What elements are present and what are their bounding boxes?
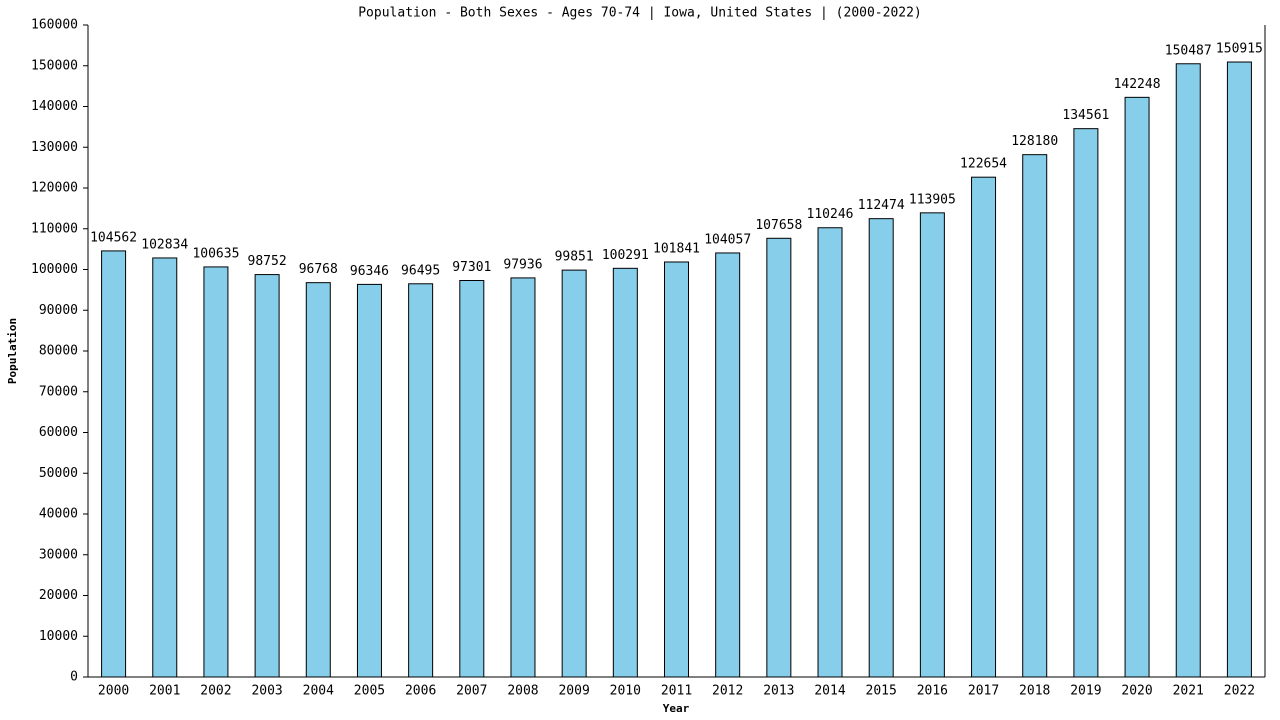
y-tick-label: 160000 (31, 18, 78, 33)
x-tick-label: 2022 (1224, 684, 1255, 699)
chart-title: Population - Both Sexes - Ages 70-74 | I… (358, 6, 922, 21)
value-label: 101841 (653, 241, 700, 256)
value-label: 96495 (401, 263, 440, 278)
x-tick-label: 2004 (303, 684, 334, 699)
bar (1022, 154, 1048, 678)
bar (408, 283, 434, 678)
y-axis-label: Population (6, 318, 19, 384)
bar (1226, 61, 1252, 678)
y-tick-label: 20000 (39, 588, 78, 603)
y-tick-label: 40000 (39, 507, 78, 522)
y-tick-label: 30000 (39, 547, 78, 562)
bar (868, 218, 894, 678)
bar (971, 176, 997, 678)
bar (561, 269, 587, 678)
y-tick-label: 50000 (39, 466, 78, 481)
x-tick-label: 2006 (405, 684, 436, 699)
x-tick-label: 2000 (98, 684, 129, 699)
value-label: 97936 (503, 257, 542, 272)
bar (305, 282, 331, 678)
value-label: 100291 (602, 248, 649, 263)
x-tick-label: 2017 (968, 684, 999, 699)
x-tick-label: 2014 (814, 684, 845, 699)
value-label: 99851 (555, 250, 594, 265)
value-label: 107658 (755, 218, 802, 233)
value-label: 134561 (1062, 108, 1109, 123)
bar (817, 227, 843, 678)
value-label: 122654 (960, 157, 1007, 172)
bar (459, 279, 485, 678)
y-tick-label: 120000 (31, 181, 78, 196)
bar (152, 257, 178, 678)
x-tick-label: 2010 (610, 684, 641, 699)
value-label: 96768 (299, 262, 338, 277)
x-tick-label: 2012 (712, 684, 743, 699)
bar (510, 277, 536, 678)
y-tick-label: 150000 (31, 58, 78, 73)
bar (715, 252, 741, 678)
value-label: 97301 (452, 260, 491, 275)
bar (1175, 63, 1201, 678)
value-label: 98752 (248, 254, 287, 269)
y-tick-label: 0 (70, 670, 78, 685)
value-label: 113905 (909, 192, 956, 207)
x-axis-label: Year (663, 702, 690, 715)
x-tick-label: 2005 (354, 684, 385, 699)
y-tick-label: 70000 (39, 384, 78, 399)
x-tick-label: 2001 (149, 684, 180, 699)
value-label: 150915 (1216, 42, 1263, 57)
value-label: 104057 (704, 232, 751, 247)
value-label: 96346 (350, 264, 389, 279)
x-tick-label: 2015 (866, 684, 897, 699)
bar (101, 250, 127, 678)
x-tick-label: 2013 (763, 684, 794, 699)
y-tick-label: 90000 (39, 303, 78, 318)
x-tick-label: 2011 (661, 684, 692, 699)
bar (919, 212, 945, 678)
y-tick-label: 140000 (31, 99, 78, 114)
x-tick-label: 2021 (1173, 684, 1204, 699)
y-tick-label: 80000 (39, 344, 78, 359)
x-tick-label: 2007 (456, 684, 487, 699)
bar (612, 267, 638, 678)
bar (203, 266, 229, 678)
value-label: 150487 (1165, 43, 1212, 58)
bar (254, 274, 280, 678)
value-label: 142248 (1114, 77, 1161, 92)
y-tick-label: 130000 (31, 140, 78, 155)
value-label: 110246 (807, 207, 854, 222)
bar (766, 237, 792, 678)
y-tick-label: 100000 (31, 262, 78, 277)
x-tick-label: 2008 (507, 684, 538, 699)
x-tick-label: 2019 (1070, 684, 1101, 699)
value-label: 128180 (1011, 134, 1058, 149)
value-label: 112474 (858, 198, 905, 213)
bar (1124, 96, 1150, 678)
x-tick-label: 2020 (1121, 684, 1152, 699)
bar (356, 283, 382, 678)
value-label: 102834 (141, 237, 188, 252)
bar (1073, 128, 1099, 678)
value-label: 100635 (192, 246, 239, 261)
bar (664, 261, 689, 678)
x-tick-label: 2003 (251, 684, 282, 699)
x-tick-label: 2016 (917, 684, 948, 699)
value-label: 104562 (90, 230, 137, 245)
x-tick-label: 2009 (558, 684, 589, 699)
y-tick-label: 60000 (39, 425, 78, 440)
y-tick-label: 10000 (39, 629, 78, 644)
x-tick-label: 2002 (200, 684, 231, 699)
y-tick-label: 110000 (31, 221, 78, 236)
x-tick-label: 2018 (1019, 684, 1050, 699)
